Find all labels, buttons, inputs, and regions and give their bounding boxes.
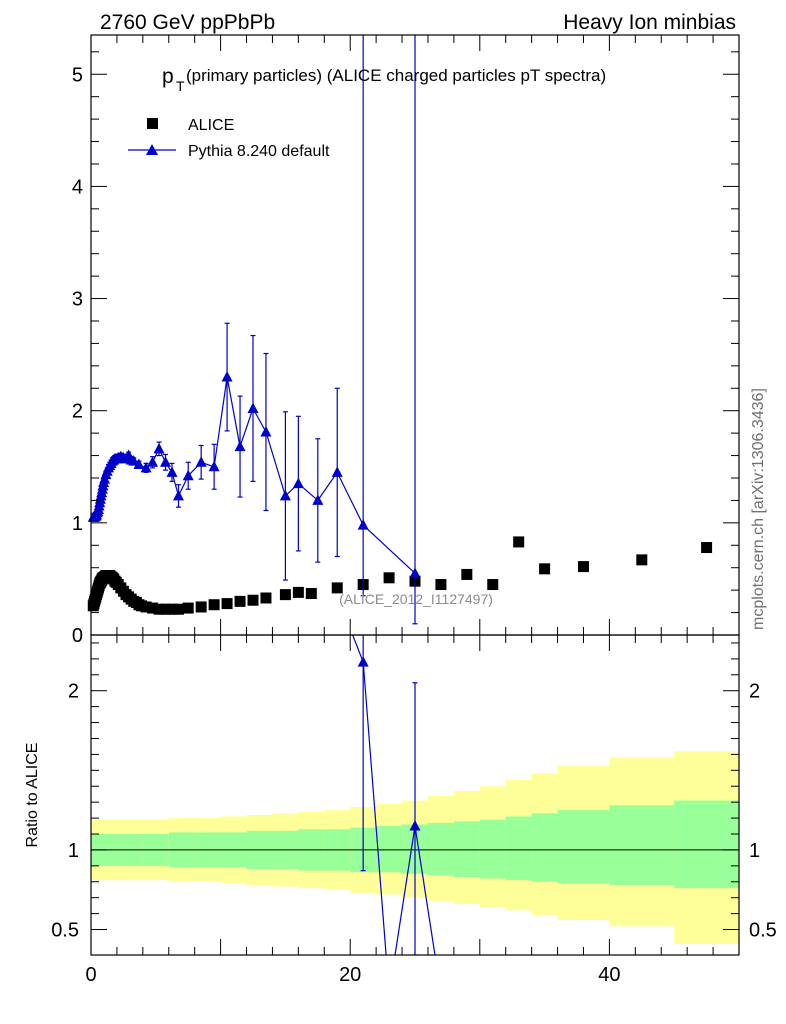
ratio-panel: 0.5 0.51 12 20 20 40 Ratio to ALICE bbox=[24, 634, 777, 986]
legend: ALICE Pythia 8.240 default bbox=[128, 117, 330, 160]
main-ytick-label: 3 bbox=[72, 289, 83, 311]
main-ytick-label: 4 bbox=[72, 176, 83, 198]
pythia-point bbox=[292, 477, 304, 489]
ratio-series bbox=[93, 635, 436, 955]
pythia-point bbox=[195, 456, 207, 467]
main-ytick-label: 2 bbox=[72, 401, 83, 423]
ratio-ticks: 0.5 0.51 12 20 20 40 bbox=[51, 635, 777, 986]
alice-point bbox=[383, 572, 395, 584]
ratio-ytick-label: 2 bbox=[68, 681, 79, 703]
ratio-line bbox=[93, 635, 436, 955]
stat-band bbox=[609, 805, 675, 885]
alice-point bbox=[172, 603, 184, 615]
ratio-ytick-label: 0.5 bbox=[51, 920, 79, 942]
header-left: 2760 GeV ppPbPb bbox=[100, 11, 275, 34]
main-ytick-label: 1 bbox=[72, 513, 83, 535]
stat-band bbox=[674, 800, 740, 889]
ratio-point bbox=[357, 656, 369, 667]
side-label: mcplots.cern.ch [arXiv:1306.3436] bbox=[750, 388, 767, 630]
alice-point bbox=[636, 554, 648, 566]
alice-point bbox=[208, 599, 220, 611]
ratio-ylabel: Ratio to ALICE bbox=[24, 743, 41, 848]
pythia-point bbox=[133, 458, 145, 470]
ratio-data-layer bbox=[91, 635, 739, 955]
alice-point bbox=[221, 598, 233, 610]
main-ytick-label: 5 bbox=[72, 64, 83, 86]
alice-point bbox=[182, 602, 194, 614]
alice-point bbox=[435, 579, 447, 591]
alice-point bbox=[539, 563, 551, 575]
plot-title-rest: (primary particles) (ALICE charged parti… bbox=[186, 66, 606, 85]
header-right: Heavy Ion minbias bbox=[563, 11, 736, 34]
plot-title-p: p bbox=[162, 65, 174, 88]
alice-point bbox=[195, 601, 207, 613]
alice-point bbox=[292, 586, 304, 598]
stat-band bbox=[505, 816, 533, 881]
pythia-point bbox=[153, 442, 165, 454]
xtick-label: 20 bbox=[339, 964, 361, 986]
alice-point bbox=[234, 595, 246, 607]
stat-band bbox=[376, 826, 403, 873]
main-ytick-label: 0 bbox=[72, 625, 83, 647]
alice-point bbox=[247, 594, 259, 606]
stat-band bbox=[453, 821, 481, 877]
pythia-point bbox=[221, 371, 233, 382]
legend-marker-pythia bbox=[146, 144, 158, 155]
plot-title-sub: T bbox=[176, 78, 185, 94]
pythia-point bbox=[147, 456, 159, 467]
alice-point bbox=[153, 603, 165, 615]
pythia-point bbox=[279, 489, 291, 501]
alice-point bbox=[331, 582, 343, 594]
pythia-point bbox=[128, 455, 140, 466]
pythia-point bbox=[247, 402, 259, 413]
stat-band bbox=[531, 813, 559, 882]
alice-point bbox=[160, 603, 172, 615]
alice-point bbox=[260, 592, 272, 604]
ratio-ytick-label-right: 1 bbox=[749, 840, 760, 862]
xtick-label: 0 bbox=[85, 964, 96, 986]
alice-point bbox=[487, 579, 499, 591]
alice-point bbox=[513, 536, 525, 548]
ratio-ytick-label-right: 0.5 bbox=[749, 920, 777, 942]
legend-label-pythia: Pythia 8.240 default bbox=[188, 143, 330, 160]
alice-point bbox=[147, 602, 159, 614]
main-data-layer bbox=[87, 35, 713, 625]
ratio-point bbox=[409, 820, 421, 831]
alice-point bbox=[305, 588, 317, 600]
pythia-point bbox=[260, 426, 272, 437]
pythia-point bbox=[208, 460, 220, 472]
alice-point bbox=[577, 561, 589, 573]
ratio-frame bbox=[90, 634, 740, 956]
alice-point bbox=[166, 603, 178, 615]
stat-band bbox=[427, 822, 455, 876]
alice-point bbox=[140, 601, 152, 613]
main-ticks: 0 1 2 3 4 5 bbox=[72, 35, 740, 647]
pythia-point bbox=[182, 469, 194, 481]
pythia-point bbox=[160, 456, 172, 467]
ratio-ytick-label-right: 2 bbox=[749, 681, 760, 703]
pythia-point bbox=[140, 461, 152, 473]
pythia-point bbox=[331, 466, 343, 477]
pythia-point bbox=[357, 519, 369, 530]
legend-marker-alice bbox=[147, 118, 158, 129]
stat-band bbox=[479, 819, 507, 879]
alice-point bbox=[701, 542, 713, 554]
pythia-point bbox=[172, 489, 184, 501]
alice-point bbox=[279, 589, 291, 601]
main-panel: 0 1 2 3 4 5 p T (primary particles) (ALICE ch… bbox=[72, 34, 740, 647]
xtick-label: 40 bbox=[598, 964, 620, 986]
stat-band bbox=[557, 810, 610, 884]
legend-label-alice: ALICE bbox=[188, 117, 234, 134]
pythia-point bbox=[312, 494, 324, 505]
analysis-id: (ALICE_2012_I1127497) bbox=[339, 591, 493, 607]
ratio-ytick-label: 1 bbox=[68, 840, 79, 862]
pythia-point bbox=[409, 567, 421, 578]
alice-point bbox=[461, 568, 473, 580]
pythia-point bbox=[166, 466, 178, 477]
pythia-point bbox=[234, 440, 246, 452]
